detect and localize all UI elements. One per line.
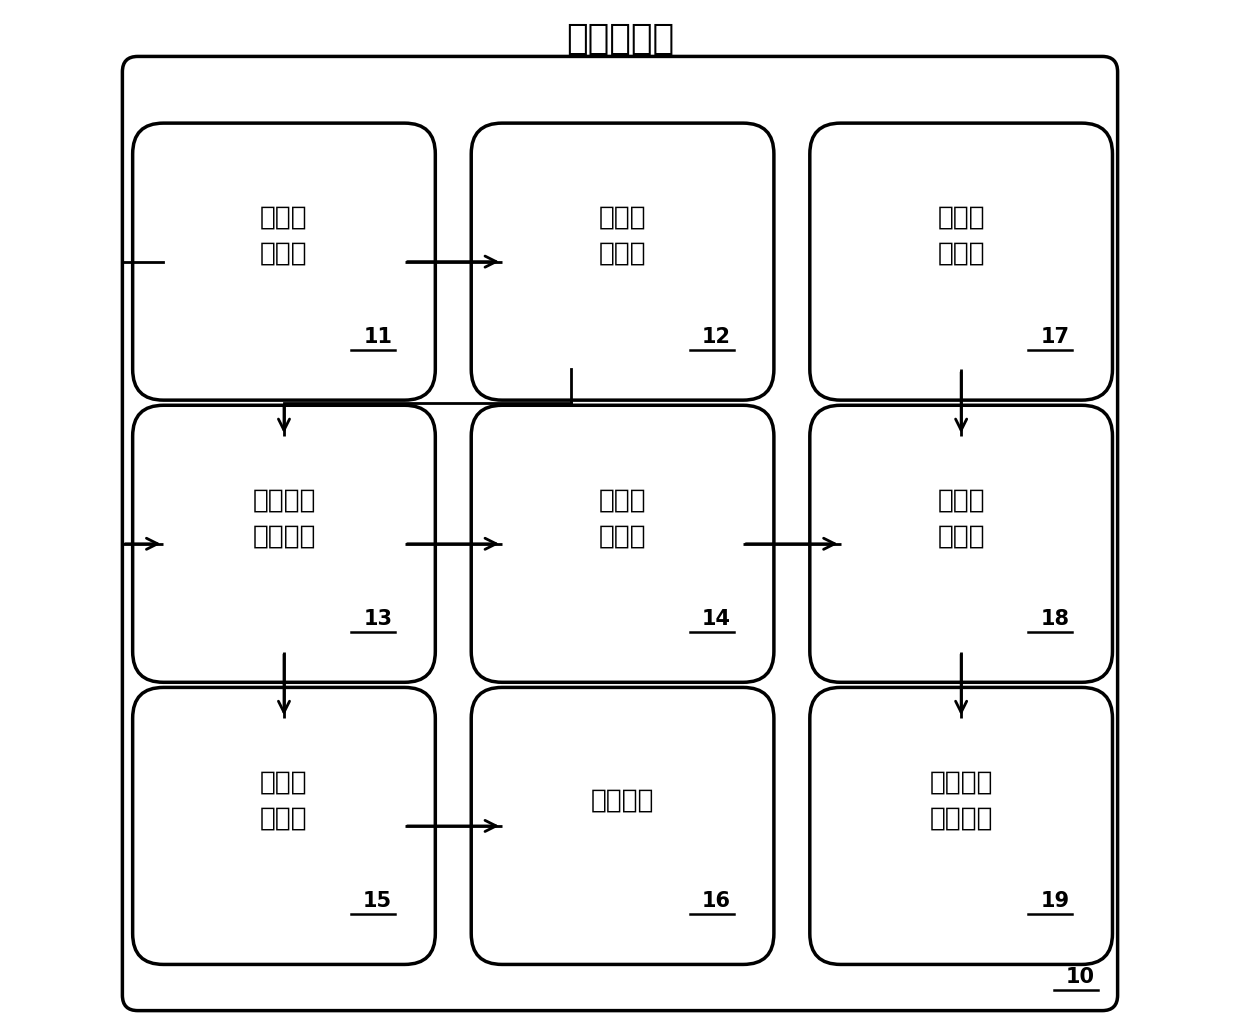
Text: 分组判
断模块: 分组判 断模块	[599, 487, 646, 549]
Text: 13: 13	[363, 609, 392, 629]
FancyBboxPatch shape	[471, 405, 774, 682]
FancyBboxPatch shape	[133, 405, 435, 682]
FancyBboxPatch shape	[471, 123, 774, 400]
FancyBboxPatch shape	[810, 687, 1112, 964]
Text: 请求回复
传送模块: 请求回复 传送模块	[930, 770, 993, 831]
Text: 14: 14	[702, 609, 730, 629]
FancyBboxPatch shape	[123, 56, 1117, 1011]
Text: 18: 18	[1040, 609, 1069, 629]
Text: 请求传
送模块: 请求传 送模块	[260, 770, 308, 831]
Text: 11: 11	[363, 327, 392, 347]
Text: 16: 16	[702, 892, 730, 911]
Text: 15: 15	[363, 892, 392, 911]
Text: 请求判
断模块: 请求判 断模块	[937, 487, 985, 549]
Text: 警示模块: 警示模块	[590, 787, 655, 814]
Text: 12: 12	[702, 327, 730, 347]
Text: 分组存取
控制模块: 分组存取 控制模块	[252, 487, 316, 549]
Text: 17: 17	[1040, 327, 1069, 347]
FancyBboxPatch shape	[471, 687, 774, 964]
FancyBboxPatch shape	[133, 687, 435, 964]
FancyBboxPatch shape	[133, 123, 435, 400]
Text: 10: 10	[1066, 968, 1095, 987]
Text: 19: 19	[1040, 892, 1069, 911]
Text: 分组传
送模组: 分组传 送模组	[599, 205, 646, 267]
FancyBboxPatch shape	[810, 405, 1112, 682]
Text: 请求接
收模块: 请求接 收模块	[937, 205, 985, 267]
Text: 分组接
收模块: 分组接 收模块	[260, 205, 308, 267]
FancyBboxPatch shape	[810, 123, 1112, 400]
Text: 交换器装置: 交换器装置	[565, 22, 675, 56]
